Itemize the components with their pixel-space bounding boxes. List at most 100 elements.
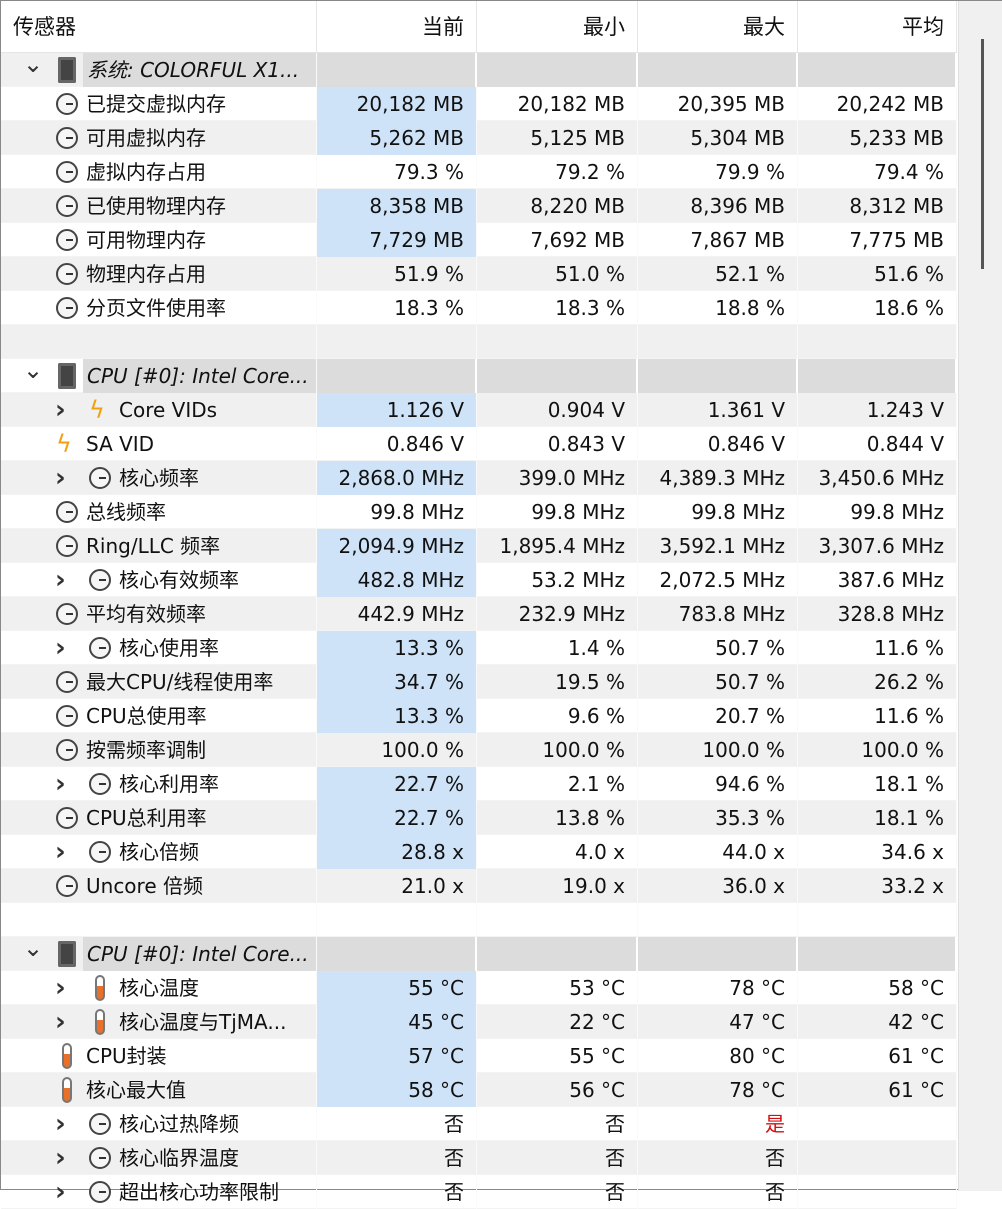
table-row[interactable]: 虚拟内存占用 79.3 % 79.2 % 79.9 % 79.4 % xyxy=(1,155,957,189)
header-min[interactable]: 最小 xyxy=(477,1,638,53)
value-min: 4.0 x xyxy=(477,835,638,869)
sensor-name-cell: ⌄ 系统: COLORFUL X1... xyxy=(1,53,317,87)
expand-chevron-icon[interactable]: › xyxy=(55,1007,66,1037)
scrollbar-thumb[interactable] xyxy=(981,39,984,269)
sensor-group[interactable]: ⌄ CPU [#0]: Intel Core... xyxy=(1,359,957,393)
sensor-name-cell: 按需频率调制 xyxy=(1,733,317,767)
table-row[interactable]: › 超出核心功率限制否否否 xyxy=(1,1175,957,1209)
group-label: 系统: COLORFUL X1... xyxy=(83,53,316,87)
clock-icon xyxy=(56,229,78,251)
clock-icon xyxy=(89,467,111,489)
clock-icon xyxy=(56,671,78,693)
header-sensor[interactable]: 传感器 xyxy=(1,1,317,53)
table-row[interactable]: 总线频率 99.8 MHz 99.8 MHz 99.8 MHz 99.8 MHz xyxy=(1,495,957,529)
column-header: 传感器 当前 最小 最大 平均 xyxy=(1,1,957,53)
group-label: CPU [#0]: Intel Core... xyxy=(83,937,316,971)
sensor-name-cell: 可用物理内存 xyxy=(1,223,317,257)
table-row[interactable]: › ϟ Core VIDs 1.126 V 0.904 V 1.361 V 1.243 V xyxy=(1,393,957,427)
table-row[interactable]: 已提交虚拟内存 20,182 MB 20,182 MB 20,395 MB 20,242… xyxy=(1,87,957,121)
sensor-name-cell: 物理内存占用 xyxy=(1,257,317,291)
value-max: 7,867 MB xyxy=(638,223,798,257)
table-row[interactable]: 核心最大值 58 °C 56 °C 78 °C 61 °C xyxy=(1,1073,957,1107)
sensor-name-cell xyxy=(1,325,317,359)
table-row[interactable]: › 核心过热降频否否是 xyxy=(1,1107,957,1141)
header-avg[interactable]: 平均 xyxy=(798,1,957,53)
value-avg: 20,242 MB xyxy=(798,87,957,121)
sensor-name-cell: CPU总使用率 xyxy=(1,699,317,733)
expand-chevron-icon[interactable]: › xyxy=(55,1109,66,1139)
value-avg: 61 °C xyxy=(798,1039,957,1073)
collapse-chevron-icon[interactable]: ⌄ xyxy=(23,937,44,962)
collapse-chevron-icon[interactable]: ⌄ xyxy=(23,359,44,384)
table-row[interactable]: 分页文件使用率 18.3 % 18.3 % 18.8 % 18.6 % xyxy=(1,291,957,325)
value-min: 51.0 % xyxy=(477,257,638,291)
table-row[interactable]: 平均有效频率 442.9 MHz 232.9 MHz 783.8 MHz 328.8 M… xyxy=(1,597,957,631)
sensor-label: 核心临界温度 xyxy=(119,1146,239,1170)
table-row[interactable]: 可用虚拟内存 5,262 MB 5,125 MB 5,304 MB 5,233 MB xyxy=(1,121,957,155)
table-row[interactable]: 物理内存占用 51.9 % 51.0 % 52.1 % 51.6 % xyxy=(1,257,957,291)
value-max: 否 xyxy=(638,1175,798,1209)
value-current: 否 xyxy=(317,1175,477,1209)
sensor-group[interactable]: ⌄ CPU [#0]: Intel Core... xyxy=(1,937,957,971)
expand-chevron-icon[interactable]: › xyxy=(55,1177,66,1207)
value-avg xyxy=(798,1141,957,1175)
collapse-chevron-icon[interactable]: ⌄ xyxy=(23,53,44,78)
clock-icon xyxy=(56,161,78,183)
value-current: 28.8 x xyxy=(317,835,477,869)
expand-chevron-icon[interactable]: › xyxy=(55,837,66,867)
table-row[interactable]: › 核心温度 55 °C 53 °C 78 °C 58 °C xyxy=(1,971,957,1005)
table-row[interactable]: › 核心频率 2,868.0 MHz 399.0 MHz 4,389.3 MHz 3,45… xyxy=(1,461,957,495)
chip-icon xyxy=(58,57,76,83)
table-row[interactable]: 可用物理内存 7,729 MB 7,692 MB 7,867 MB 7,775 MB xyxy=(1,223,957,257)
sensor-group[interactable]: ⌄ 系统: COLORFUL X1... xyxy=(1,53,957,87)
expand-chevron-icon[interactable]: › xyxy=(55,395,66,425)
spacer-row xyxy=(1,903,957,937)
header-current[interactable]: 当前 xyxy=(317,1,477,53)
sensor-label: 核心利用率 xyxy=(119,772,219,796)
table-row[interactable]: › 核心有效频率 482.8 MHz 53.2 MHz 2,072.5 MHz 387.6… xyxy=(1,563,957,597)
value-min: 99.8 MHz xyxy=(477,495,638,529)
expand-chevron-icon[interactable]: › xyxy=(55,565,66,595)
table-row[interactable]: ϟ SA VID 0.846 V 0.843 V 0.846 V 0.844 V xyxy=(1,427,957,461)
sensor-name-cell: › 核心频率 xyxy=(1,461,317,495)
sensor-label: 核心最大值 xyxy=(86,1078,186,1102)
sensor-table: ⌄ 系统: COLORFUL X1... 已提交虚拟内存 20,182 MB 20,18… xyxy=(1,53,957,1209)
table-row[interactable]: › 核心使用率 13.3 % 1.4 % 50.7 % 11.6 % xyxy=(1,631,957,665)
expand-chevron-icon[interactable]: › xyxy=(55,769,66,799)
value-max: 18.8 % xyxy=(638,291,798,325)
value-max xyxy=(638,325,798,359)
expand-chevron-icon[interactable]: › xyxy=(55,973,66,1003)
value-current xyxy=(317,325,477,359)
table-row[interactable]: 已使用物理内存 8,358 MB 8,220 MB 8,396 MB 8,312 MB xyxy=(1,189,957,223)
clock-icon xyxy=(56,297,78,319)
value-current: 57 °C xyxy=(317,1039,477,1073)
table-row[interactable]: › 核心利用率 22.7 % 2.1 % 94.6 % 18.1 % xyxy=(1,767,957,801)
table-row[interactable]: Ring/LLC 频率 2,094.9 MHz 1,895.4 MHz 3,592.1… xyxy=(1,529,957,563)
value-max: 100.0 % xyxy=(638,733,798,767)
sensor-name-cell: 最大CPU/线程使用率 xyxy=(1,665,317,699)
clock-icon xyxy=(56,739,78,761)
sensor-label: 核心频率 xyxy=(119,466,199,490)
vertical-scrollbar[interactable] xyxy=(958,1,1002,1191)
table-row[interactable]: CPU封装 57 °C 55 °C 80 °C 61 °C xyxy=(1,1039,957,1073)
table-row[interactable]: › 核心临界温度否否否 xyxy=(1,1141,957,1175)
sensor-name-cell: › ϟ Core VIDs xyxy=(1,393,317,427)
table-row[interactable]: Uncore 倍频 21.0 x 19.0 x 36.0 x 33.2 x xyxy=(1,869,957,903)
value-min xyxy=(477,53,638,87)
expand-chevron-icon[interactable]: › xyxy=(55,1143,66,1173)
table-row[interactable]: › 核心倍频 28.8 x 4.0 x 44.0 x 34.6 x xyxy=(1,835,957,869)
header-max[interactable]: 最大 xyxy=(638,1,798,53)
sensor-name-cell: Uncore 倍频 xyxy=(1,869,317,903)
table-row[interactable]: 最大CPU/线程使用率 34.7 % 19.5 % 50.7 % 26.2 % xyxy=(1,665,957,699)
table-row[interactable]: › 核心温度与TjMA... 45 °C 22 °C 47 °C 42 °C xyxy=(1,1005,957,1039)
table-row[interactable]: 按需频率调制 100.0 % 100.0 % 100.0 % 100.0 % xyxy=(1,733,957,767)
value-min: 232.9 MHz xyxy=(477,597,638,631)
expand-chevron-icon[interactable]: › xyxy=(55,633,66,663)
table-row[interactable]: CPU总利用率 22.7 % 13.8 % 35.3 % 18.1 % xyxy=(1,801,957,835)
table-row[interactable]: CPU总使用率 13.3 % 9.6 % 20.7 % 11.6 % xyxy=(1,699,957,733)
sensor-name-cell: Ring/LLC 频率 xyxy=(1,529,317,563)
sensor-label: SA VID xyxy=(86,432,155,456)
value-current: 482.8 MHz xyxy=(317,563,477,597)
expand-chevron-icon[interactable]: › xyxy=(55,463,66,493)
value-min: 399.0 MHz xyxy=(477,461,638,495)
